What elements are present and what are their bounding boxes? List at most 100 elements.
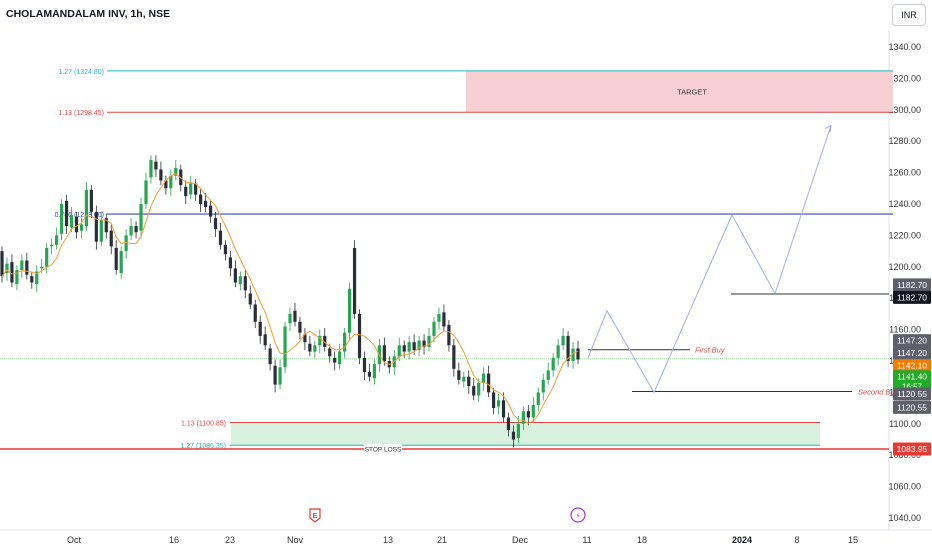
candle — [144, 180, 148, 204]
candle — [10, 262, 14, 283]
candle — [303, 334, 307, 343]
x-tick-label: 21 — [437, 535, 447, 545]
candle — [194, 183, 198, 195]
candle — [556, 345, 560, 358]
candle — [189, 183, 193, 195]
candle — [213, 218, 218, 230]
candle — [472, 386, 476, 396]
candle — [203, 200, 208, 208]
price-tag-countdown: 16:57 — [902, 383, 923, 392]
candle — [35, 271, 39, 285]
candle — [164, 180, 168, 189]
y-tick-label: 1300.00 — [888, 105, 921, 115]
candle — [496, 400, 501, 407]
price-tag-label: 1141.40 — [897, 372, 927, 382]
target-label: TARGET — [677, 88, 707, 97]
x-tick-label: 15 — [848, 535, 858, 545]
candle — [367, 371, 372, 377]
candle — [323, 335, 327, 347]
x-tick-label: 16 — [169, 535, 179, 545]
candle — [412, 342, 416, 351]
candle — [343, 332, 347, 352]
candle — [402, 345, 406, 352]
price-tag — [893, 370, 931, 393]
candle — [40, 266, 44, 269]
candle — [347, 288, 352, 333]
candle — [372, 364, 377, 379]
candle — [64, 200, 69, 226]
candle — [293, 310, 297, 322]
candle — [20, 260, 24, 270]
stop-loss-label-bg — [364, 443, 402, 453]
first-buy-label: First Buy — [695, 346, 726, 355]
candle — [382, 345, 386, 361]
candle — [541, 379, 545, 393]
price-tag-label: 1147.20 — [897, 348, 927, 358]
candle — [531, 404, 535, 418]
candle — [114, 247, 118, 270]
price-tag-label: 1182.70 — [897, 280, 927, 290]
candle — [233, 268, 237, 283]
candle — [5, 263, 9, 274]
candle — [174, 167, 178, 176]
candle — [238, 276, 242, 285]
candle — [576, 348, 580, 360]
y-tick-label: 1260.00 — [888, 168, 921, 178]
candle — [134, 225, 138, 233]
fib-1.27-lower-label: 1.27 (1086.35) — [180, 443, 226, 450]
candle — [79, 224, 84, 231]
candle — [248, 293, 252, 305]
candle — [467, 376, 471, 387]
candle — [25, 260, 29, 275]
candle — [452, 345, 456, 369]
candle — [536, 392, 540, 405]
x-tick-label: Nov — [287, 535, 304, 545]
x-tick-label: Oct — [67, 535, 82, 545]
candle — [352, 247, 357, 314]
price-tag-label: 1182.70 — [897, 292, 927, 302]
candle — [253, 304, 257, 322]
candle — [149, 160, 153, 178]
x-tick-label: 8 — [794, 535, 799, 545]
candle — [417, 340, 421, 351]
candle — [571, 348, 575, 361]
candle — [407, 342, 411, 352]
candle — [99, 219, 103, 242]
y-tick-label: 1100.00 — [889, 419, 921, 429]
candle — [427, 335, 431, 347]
candle — [288, 313, 292, 324]
x-tick-label: 23 — [225, 535, 235, 545]
candle — [119, 251, 123, 274]
candle — [218, 230, 223, 245]
candle — [511, 431, 516, 440]
projection-arrowhead — [824, 124, 832, 133]
price-tag — [893, 442, 931, 456]
candle — [318, 335, 322, 346]
x-tick-label: 18 — [637, 535, 647, 545]
candle — [283, 326, 287, 368]
price-tag-label: 1147.20 — [897, 336, 927, 346]
y-tick-label: 1320.00 — [888, 73, 921, 83]
candle — [74, 216, 79, 233]
price-tag — [893, 290, 931, 304]
candle — [129, 225, 133, 236]
candle — [268, 348, 272, 365]
currency-badge[interactable]: INR — [892, 4, 926, 26]
price-tag-label: 1120.55 — [897, 402, 927, 412]
candle — [506, 417, 511, 431]
price-tag — [893, 346, 931, 360]
candle — [159, 169, 163, 181]
y-tick-label: 1220.00 — [888, 230, 921, 240]
candle — [501, 400, 506, 418]
flash-icon — [570, 507, 586, 523]
earnings-icon-label: E — [313, 513, 318, 520]
y-tick-label: 1160.00 — [889, 325, 921, 335]
y-tick-label: 1060.00 — [888, 482, 921, 492]
flash-icon-label: ⚡ — [575, 512, 581, 521]
candle — [561, 335, 565, 346]
candle — [526, 411, 530, 418]
fib-1.13-lower-label: 1.13 (1100.85) — [181, 420, 226, 427]
candle — [30, 276, 34, 283]
candle — [0, 251, 4, 277]
